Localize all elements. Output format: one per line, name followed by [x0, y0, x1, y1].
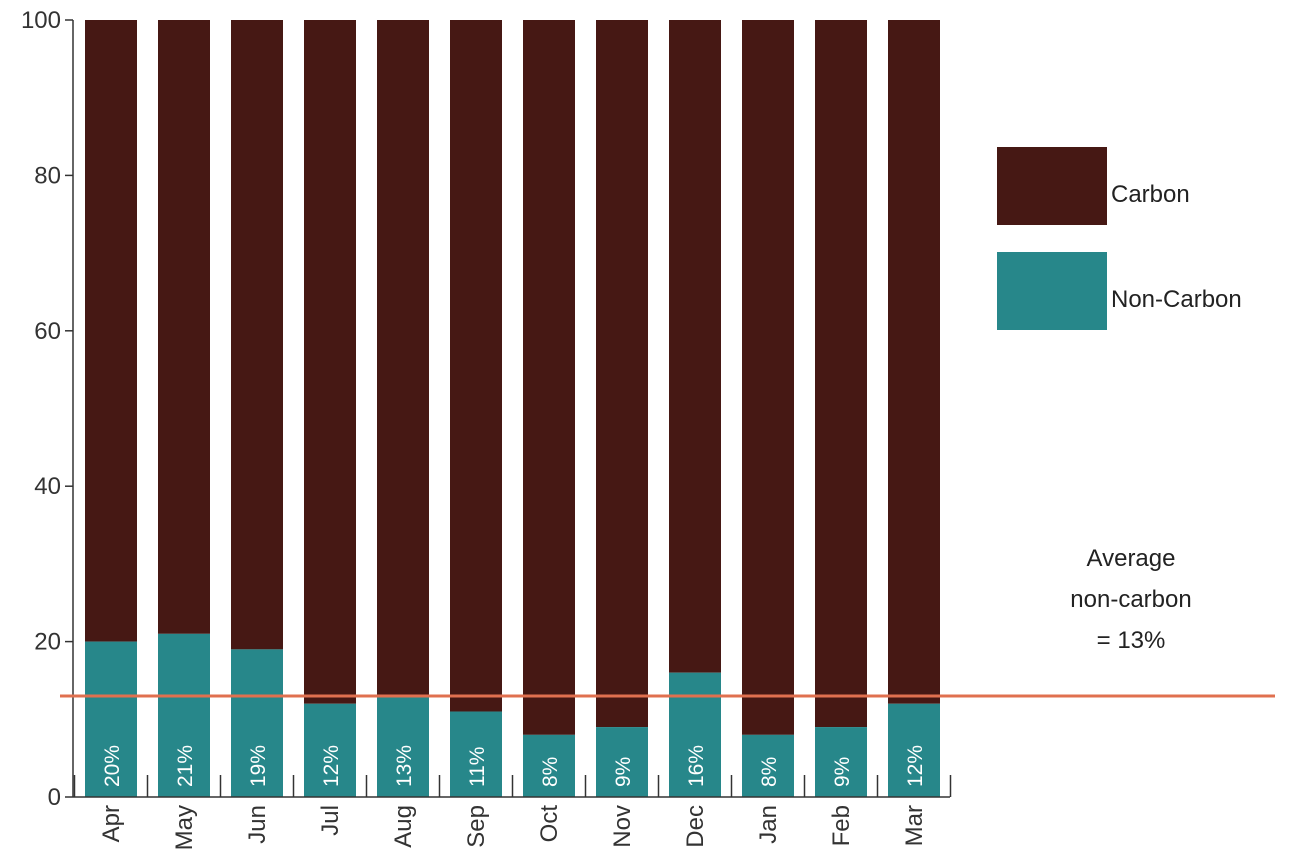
bar-non-carbon-apr: [85, 641, 137, 797]
bars-group: 20% 21% 19% 12% 13% 11% 8% 9% 16% 8% 9% 12%: [85, 20, 940, 797]
data-label-jul: 12%: [320, 745, 343, 787]
x-tick-label-oct: Oct: [536, 805, 563, 843]
x-tick-label-jan: Jan: [755, 805, 782, 844]
bar-carbon-jan: [742, 20, 794, 735]
annotation-line-2: non-carbon: [1070, 586, 1191, 613]
bar-non-carbon-jul: [304, 703, 356, 797]
bar-non-carbon-jan: [742, 734, 794, 797]
bar-carbon-apr: [85, 20, 137, 642]
x-tick-label-feb: Feb: [828, 805, 855, 846]
legend: Carbon Non-Carbon: [997, 147, 1242, 330]
bar-carbon-jul: [304, 20, 356, 704]
annotation-line-1: Average: [1087, 545, 1176, 572]
bar-carbon-sep: [450, 20, 502, 712]
x-tick-label-dec: Dec: [682, 805, 709, 848]
average-annotation: Average non-carbon = 13%: [1070, 545, 1191, 654]
data-label-mar: 12%: [904, 745, 927, 787]
y-tick-label-100: 100: [21, 7, 61, 34]
bar-carbon-nov: [596, 20, 648, 728]
y-tick-label-0: 0: [48, 784, 61, 811]
bar-non-carbon-oct: [523, 734, 575, 797]
bar-non-carbon-sep: [450, 711, 502, 797]
data-label-jan: 8%: [758, 757, 781, 787]
data-label-feb: 9%: [831, 757, 854, 787]
bar-non-carbon-feb: [815, 727, 867, 797]
bar-non-carbon-mar: [888, 703, 940, 797]
y-tick-label-40: 40: [34, 473, 61, 500]
data-label-jun: 19%: [247, 745, 270, 787]
y-tick-label-20: 20: [34, 629, 61, 656]
bar-non-carbon-aug: [377, 695, 429, 797]
x-tick-label-mar: Mar: [901, 805, 928, 846]
bar-carbon-dec: [669, 20, 721, 673]
x-tick-label-jun: Jun: [244, 805, 271, 844]
bar-non-carbon-dec: [669, 672, 721, 797]
data-label-dec: 16%: [685, 745, 708, 787]
x-tick-label-nov: Nov: [609, 805, 636, 848]
data-label-aug: 13%: [393, 745, 416, 787]
legend-label-non-carbon: Non-Carbon: [1111, 286, 1242, 313]
x-tick-label-jul: Jul: [317, 805, 344, 836]
legend-swatch-carbon: [997, 147, 1107, 225]
annotation-line-3: = 13%: [1097, 627, 1166, 654]
bar-carbon-aug: [377, 20, 429, 696]
data-label-sep: 11%: [466, 747, 489, 787]
bar-carbon-may: [158, 20, 210, 634]
bar-carbon-oct: [523, 20, 575, 735]
data-label-apr: 20%: [101, 745, 124, 787]
y-tick-label-80: 80: [34, 162, 61, 189]
bar-non-carbon-may: [158, 633, 210, 797]
legend-label-carbon: Carbon: [1111, 181, 1190, 208]
x-tick-label-aug: Aug: [390, 805, 417, 848]
data-label-nov: 9%: [612, 757, 635, 787]
bar-non-carbon-jun: [231, 649, 283, 797]
x-tick-label-may: May: [171, 805, 198, 850]
axes-group: Apr May Jun Jul Aug Sep Oct Nov Dec Jan Feb Mar 0 20 4…: [21, 7, 952, 850]
x-tick-label-sep: Sep: [463, 805, 490, 848]
data-label-oct: 8%: [539, 757, 562, 787]
legend-swatch-non-carbon: [997, 252, 1107, 330]
data-label-may: 21%: [174, 745, 197, 787]
bar-carbon-feb: [815, 20, 867, 728]
bar-carbon-mar: [888, 20, 940, 704]
y-tick-label-60: 60: [34, 318, 61, 345]
bar-non-carbon-nov: [596, 727, 648, 797]
x-tick-label-apr: Apr: [98, 805, 125, 842]
bar-carbon-jun: [231, 20, 283, 650]
